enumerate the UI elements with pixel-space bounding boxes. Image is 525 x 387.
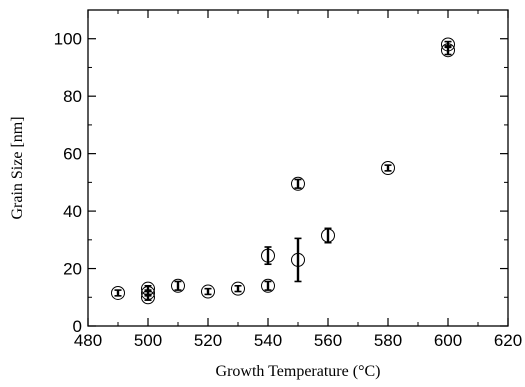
y-tick-label: 80 [63,87,82,106]
y-tick-labels: 0 20 40 60 80 100 [54,30,82,336]
data-point [231,281,245,296]
point-marker [291,176,305,191]
point-marker [201,284,215,299]
y-tick-label: 20 [63,260,82,279]
y-tick-label: 100 [54,30,82,49]
data-point [111,285,125,300]
y-tick-label: 0 [73,317,82,336]
axis-ticks [87,9,509,327]
point-marker [231,281,245,296]
data-point [291,237,305,283]
y-axis-title: Grain Size [nm] [9,116,26,219]
point-marker [141,290,155,305]
point-marker [111,285,125,300]
y-tick-label: 40 [63,202,82,221]
x-tick-label: 480 [74,331,102,350]
point-marker [441,37,455,52]
point-marker [261,278,275,293]
data-points [111,37,455,305]
data-point [261,278,275,293]
x-tick-labels: 480 500 520 540 560 580 600 620 [74,331,522,350]
x-tick-label: 560 [314,331,342,350]
x-tick-label: 500 [134,331,162,350]
point-marker [381,161,395,175]
data-point [201,284,215,299]
data-point [441,37,455,52]
data-point [321,227,335,244]
y-tick-label: 60 [63,145,82,164]
point-marker [171,278,185,293]
x-tick-label: 600 [434,331,462,350]
x-axis-title: Growth Temperature (°C) [216,363,381,380]
data-point [381,161,395,175]
data-point [291,176,305,191]
data-point [171,278,185,293]
x-tick-label: 520 [194,331,222,350]
x-tick-label: 580 [374,331,402,350]
x-tick-label: 540 [254,331,282,350]
x-tick-label: 620 [494,331,522,350]
data-point [141,290,155,305]
data-point [261,246,275,266]
